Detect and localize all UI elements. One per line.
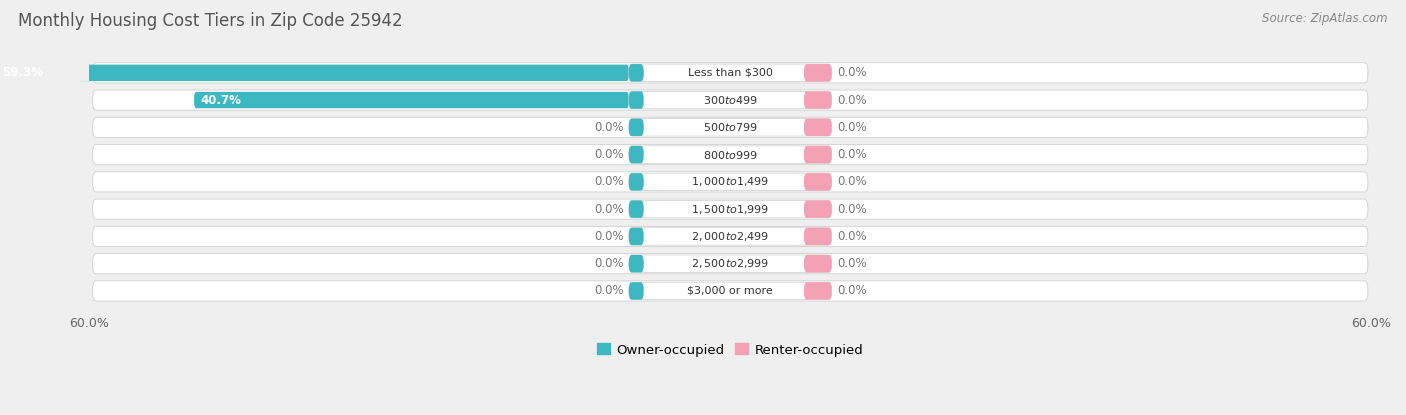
Text: $500 to $799: $500 to $799 [703, 121, 758, 133]
Text: 0.0%: 0.0% [837, 93, 866, 107]
FancyBboxPatch shape [804, 255, 832, 272]
Text: 0.0%: 0.0% [593, 203, 623, 216]
Text: 0.0%: 0.0% [593, 230, 623, 243]
Text: 0.0%: 0.0% [593, 284, 623, 298]
FancyBboxPatch shape [93, 117, 1368, 137]
Text: 0.0%: 0.0% [593, 257, 623, 270]
Text: 0.0%: 0.0% [593, 148, 623, 161]
FancyBboxPatch shape [93, 172, 1368, 192]
FancyBboxPatch shape [804, 91, 832, 109]
Text: $2,000 to $2,499: $2,000 to $2,499 [692, 230, 769, 243]
FancyBboxPatch shape [93, 144, 1368, 165]
FancyBboxPatch shape [804, 146, 832, 164]
Text: Source: ZipAtlas.com: Source: ZipAtlas.com [1263, 12, 1388, 25]
FancyBboxPatch shape [628, 146, 832, 164]
Text: 0.0%: 0.0% [837, 284, 866, 298]
Text: 0.0%: 0.0% [837, 148, 866, 161]
Text: 0.0%: 0.0% [593, 121, 623, 134]
FancyBboxPatch shape [628, 255, 644, 272]
FancyBboxPatch shape [628, 228, 644, 245]
FancyBboxPatch shape [628, 64, 644, 81]
FancyBboxPatch shape [804, 282, 832, 300]
Text: $1,500 to $1,999: $1,500 to $1,999 [692, 203, 769, 216]
Text: $1,000 to $1,499: $1,000 to $1,499 [692, 176, 769, 188]
Text: Less than $300: Less than $300 [688, 68, 773, 78]
FancyBboxPatch shape [194, 92, 628, 108]
FancyBboxPatch shape [93, 90, 1368, 110]
Text: $800 to $999: $800 to $999 [703, 149, 758, 161]
FancyBboxPatch shape [628, 64, 832, 81]
FancyBboxPatch shape [804, 119, 832, 136]
Text: $300 to $499: $300 to $499 [703, 94, 758, 106]
Text: 0.0%: 0.0% [837, 230, 866, 243]
FancyBboxPatch shape [628, 282, 644, 300]
Text: 0.0%: 0.0% [837, 66, 866, 79]
Legend: Owner-occupied, Renter-occupied: Owner-occupied, Renter-occupied [592, 338, 869, 362]
FancyBboxPatch shape [0, 65, 628, 81]
Text: 0.0%: 0.0% [837, 121, 866, 134]
FancyBboxPatch shape [628, 119, 832, 136]
FancyBboxPatch shape [804, 228, 832, 245]
Text: $3,000 or more: $3,000 or more [688, 286, 773, 296]
FancyBboxPatch shape [628, 228, 832, 245]
FancyBboxPatch shape [93, 254, 1368, 274]
FancyBboxPatch shape [93, 281, 1368, 301]
FancyBboxPatch shape [804, 173, 832, 190]
Text: $2,500 to $2,999: $2,500 to $2,999 [692, 257, 769, 270]
FancyBboxPatch shape [628, 146, 644, 164]
FancyBboxPatch shape [628, 173, 832, 190]
FancyBboxPatch shape [804, 200, 832, 218]
FancyBboxPatch shape [804, 64, 832, 81]
FancyBboxPatch shape [628, 91, 832, 109]
FancyBboxPatch shape [628, 200, 832, 218]
Text: 40.7%: 40.7% [201, 93, 242, 107]
FancyBboxPatch shape [93, 199, 1368, 219]
FancyBboxPatch shape [628, 119, 644, 136]
Text: 0.0%: 0.0% [593, 176, 623, 188]
Text: 0.0%: 0.0% [837, 203, 866, 216]
FancyBboxPatch shape [628, 200, 644, 218]
FancyBboxPatch shape [628, 282, 832, 300]
Text: 0.0%: 0.0% [837, 176, 866, 188]
Text: 59.3%: 59.3% [1, 66, 44, 79]
FancyBboxPatch shape [628, 91, 644, 109]
FancyBboxPatch shape [628, 173, 644, 190]
FancyBboxPatch shape [93, 226, 1368, 247]
FancyBboxPatch shape [628, 255, 832, 272]
Text: 0.0%: 0.0% [837, 257, 866, 270]
FancyBboxPatch shape [93, 63, 1368, 83]
Text: Monthly Housing Cost Tiers in Zip Code 25942: Monthly Housing Cost Tiers in Zip Code 2… [18, 12, 404, 30]
